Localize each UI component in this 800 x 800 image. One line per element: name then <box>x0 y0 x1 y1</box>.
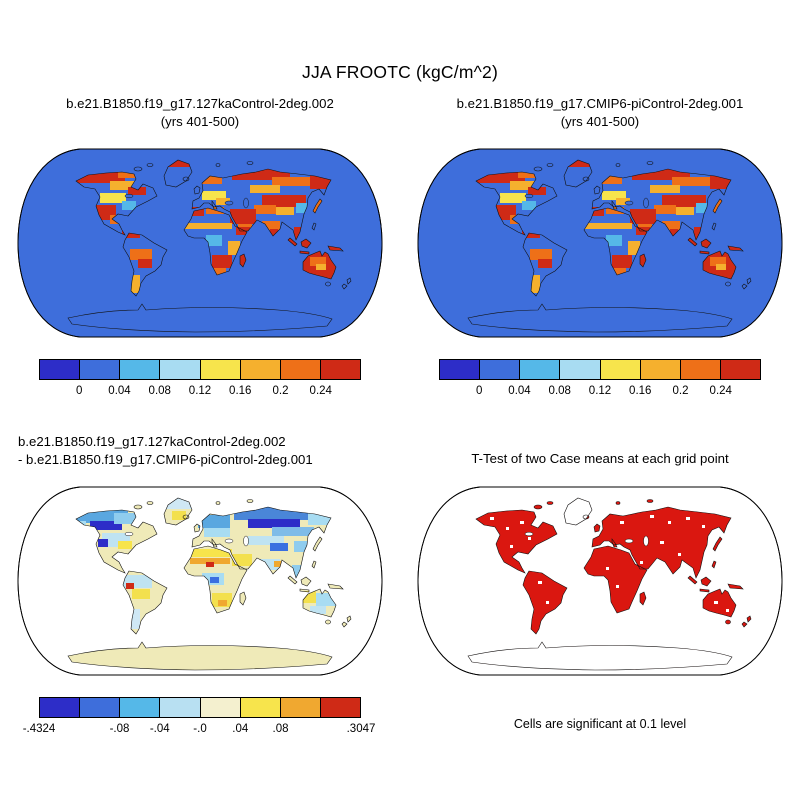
panel-difference-title: b.e21.B1850.f19_g17.127kaControl-2deg.00… <box>0 433 313 475</box>
map-ocean <box>417 148 783 338</box>
significance-caption: Cells are significant at 0.1 level <box>513 717 687 731</box>
panel-difference-title-line1: b.e21.B1850.f19_g17.127kaControl-2deg.00… <box>18 434 286 449</box>
colorbar-segment <box>560 360 601 379</box>
panel-case1-title-line2: (yrs 401-500) <box>160 113 240 129</box>
colorbar-segments <box>39 697 361 718</box>
colorbar-segment <box>120 698 161 717</box>
colorbar-segment <box>320 360 360 379</box>
world-map-difference <box>17 486 383 676</box>
panel-case2: b.e21.B1850.f19_g17.CMIP6-piControl-2deg… <box>400 91 800 407</box>
colorbar-difference: -.4324 -.08 -.04 -.0 .04 .08 .3047 <box>23 697 375 745</box>
colorbar-segment <box>520 360 561 379</box>
colorbar-tick-label: 0.2 <box>272 385 289 397</box>
colorbar-segment <box>200 698 241 717</box>
colorbar-tick-label: 0.12 <box>588 385 612 397</box>
colorbar-segment <box>80 360 121 379</box>
panel-difference-title-line2: - b.e21.B1850.f19_g17.CMIP6-piControl-2d… <box>18 451 313 467</box>
colorbar-segment <box>160 698 201 717</box>
world-map-case1 <box>17 148 383 338</box>
panel-case2-title: b.e21.B1850.f19_g17.CMIP6-piControl-2deg… <box>457 95 744 137</box>
colorbar-case2: 0 0.04 0.08 0.12 0.16 0.2 0.24 <box>439 359 761 407</box>
panel-case2-title-line1: b.e21.B1850.f19_g17.CMIP6-piControl-2deg… <box>456 96 744 111</box>
colorbar-segment <box>240 698 281 717</box>
colorbar-segment <box>120 360 161 379</box>
colorbar-segment <box>280 698 321 717</box>
colorbar-tick-label: 0.08 <box>548 385 571 397</box>
colorbar-segment <box>600 360 641 379</box>
figure-title: JJA FROOTC (kgC/m^2) <box>302 62 498 82</box>
colorbar-segment <box>480 360 521 379</box>
colorbar-tick-label: 0.04 <box>508 385 531 397</box>
colorbar-segments <box>439 359 761 380</box>
colorbar-segment <box>440 360 481 379</box>
colorbar-segment <box>640 360 681 379</box>
colorbar-segment <box>680 360 721 379</box>
colorbar-segment <box>280 360 321 379</box>
colorbar-tick-label: 0.24 <box>309 385 332 397</box>
colorbar-tick-label: 0 <box>76 385 83 397</box>
panel-case2-title-line2: (yrs 401-500) <box>560 113 640 129</box>
colorbar-tick-label: .04 <box>232 723 249 735</box>
colorbar-tick-label: -.04 <box>149 723 170 735</box>
colorbar-tick-label: -.0 <box>193 723 207 735</box>
colorbar-tick-label: 0.24 <box>709 385 732 397</box>
colorbar-tick-label: .3047 <box>346 723 376 735</box>
colorbar-segment <box>80 698 121 717</box>
panel-case1: b.e21.B1850.f19_g17.127kaControl-2deg.00… <box>0 91 400 407</box>
panel-case1-title: b.e21.B1850.f19_g17.127kaControl-2deg.00… <box>66 95 334 137</box>
colorbar-tick-label: 0.16 <box>229 385 252 397</box>
world-map-ttest <box>417 486 783 676</box>
colorbar-segment <box>320 698 360 717</box>
map-ocean <box>17 148 383 338</box>
colorbar-segment <box>240 360 281 379</box>
colorbar-segment <box>40 360 81 379</box>
colorbar-segment <box>720 360 760 379</box>
panel-case1-title-line1: b.e21.B1850.f19_g17.127kaControl-2deg.00… <box>66 96 334 111</box>
colorbar-tick-label: 0.2 <box>672 385 689 397</box>
colorbar-tick-label: 0 <box>476 385 483 397</box>
colorbar-tick-label: 0.04 <box>108 385 131 397</box>
colorbar-segments <box>39 359 361 380</box>
panel-grid: b.e21.B1850.f19_g17.127kaControl-2deg.00… <box>0 91 800 745</box>
colorbar-segment <box>160 360 201 379</box>
colorbar-tick-label: 0.08 <box>148 385 171 397</box>
colorbar-case1: 0 0.04 0.08 0.12 0.16 0.2 0.24 <box>39 359 361 407</box>
panel-ttest-title: T-Test of two Case means at each grid po… <box>471 433 728 475</box>
colorbar-tick-label: 0.12 <box>188 385 212 397</box>
colorbar-tick-label: -.08 <box>109 723 130 735</box>
world-map-case2 <box>417 148 783 338</box>
colorbar-tick-label: -.4324 <box>22 723 56 735</box>
colorbar-tick-label: .08 <box>272 723 289 735</box>
panel-difference: b.e21.B1850.f19_g17.127kaControl-2deg.00… <box>0 429 400 745</box>
colorbar-segment <box>40 698 81 717</box>
panel-ttest: T-Test of two Case means at each grid po… <box>400 429 800 745</box>
panel-ttest-title-line1: T-Test of two Case means at each grid po… <box>471 451 729 466</box>
colorbar-tick-label: 0.16 <box>629 385 652 397</box>
colorbar-segment <box>200 360 241 379</box>
